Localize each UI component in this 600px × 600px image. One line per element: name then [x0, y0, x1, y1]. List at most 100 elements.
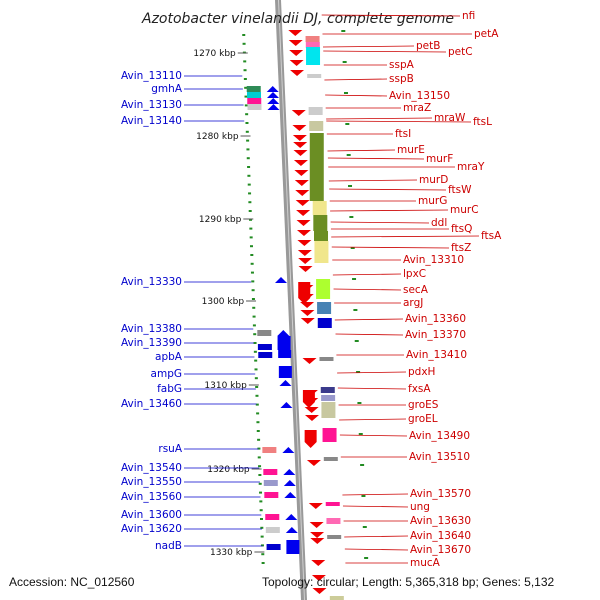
scale-tick	[261, 562, 265, 564]
scale-tick	[257, 447, 261, 450]
reverse-gene-block	[298, 282, 311, 298]
right-gene-label: mucA	[410, 557, 441, 569]
left-gene-label: Avin_13600	[121, 509, 182, 521]
gene-feature-box	[309, 133, 324, 201]
scale-tick	[346, 154, 351, 156]
right-gene-label: fxsA	[408, 383, 431, 395]
scale-tick	[364, 557, 369, 559]
reverse-gene-arrow	[306, 460, 321, 466]
gene-feature-box	[257, 344, 272, 350]
gene-feature-box	[266, 544, 281, 550]
reverse-gene-arrow	[312, 588, 327, 594]
forward-gene-arrow	[285, 514, 298, 520]
scale-tick	[258, 474, 262, 476]
reverse-gene-arrow	[289, 50, 304, 56]
scale-tick	[259, 509, 263, 512]
scale-tick	[246, 139, 250, 142]
gene-feature-box	[309, 121, 324, 131]
reverse-gene-arrow	[311, 575, 326, 581]
left-gene-label: Avin_13540	[121, 462, 182, 474]
reverse-gene-arrow	[311, 560, 326, 566]
scale-tick	[244, 104, 248, 107]
right-gene-label: murD	[419, 174, 448, 186]
right-gene-label: Avin_13360	[405, 313, 466, 325]
forward-gene-arrow	[266, 92, 279, 98]
right-gene-leader	[337, 371, 407, 374]
scale-tick	[258, 482, 262, 485]
right-gene-label: ddl	[431, 217, 447, 229]
scale-tick	[255, 394, 259, 397]
forward-gene-arrow	[283, 480, 296, 486]
right-gene-leader	[339, 434, 408, 437]
right-gene-label: Avin_13630	[410, 515, 471, 527]
right-gene-label: sspA	[389, 59, 415, 71]
reverse-gene-arrow	[308, 503, 323, 509]
reverse-gene-arrow	[289, 60, 304, 66]
scale-tick	[260, 544, 264, 547]
right-gene-label: petC	[448, 46, 473, 58]
left-gene-label: fabG	[157, 383, 182, 395]
right-gene-label: lpxC	[403, 268, 426, 280]
forward-gene-arrow	[284, 492, 297, 498]
reverse-gene-arrow	[288, 30, 303, 36]
scale-tick	[243, 60, 247, 63]
right-gene-leader	[330, 209, 449, 212]
reverse-gene-arrow	[288, 40, 303, 46]
right-gene-label: ftsZ	[451, 242, 471, 254]
scale-tick	[258, 465, 262, 468]
right-gene-leader	[327, 149, 396, 152]
gene-feature-box	[247, 98, 262, 104]
right-gene-label: ftsA	[481, 230, 502, 242]
scale-tick	[353, 309, 358, 311]
right-gene-leader	[326, 120, 472, 123]
scale-tick	[244, 86, 248, 89]
scale-tick	[252, 306, 256, 309]
gene-feature-box	[265, 514, 280, 520]
right-gene-leader	[331, 246, 450, 249]
right-gene-label: ftsL	[473, 116, 492, 128]
scale-tick	[242, 42, 246, 45]
forward-gene-block	[277, 336, 291, 350]
reverse-gene-arrow	[302, 402, 315, 408]
scale-tick	[250, 271, 254, 274]
reverse-gene-arrow	[309, 522, 324, 528]
right-gene-label: Avin_13410	[406, 349, 467, 361]
gene-feature-box	[262, 447, 277, 453]
right-gene-leader	[344, 535, 409, 538]
gene-feature-box	[317, 318, 332, 328]
gene-feature-box	[307, 74, 322, 78]
map-title: Azotobacter vinelandii DJ, complete geno…	[141, 11, 454, 27]
gene-feature-box	[320, 387, 335, 393]
gene-feature-box	[325, 502, 340, 506]
left-gene-label: nadB	[155, 540, 182, 552]
gene-feature-box	[258, 352, 273, 358]
gene-feature-box	[305, 36, 320, 42]
kbp-label: 1300 kbp	[202, 297, 245, 307]
gene-feature-box	[313, 215, 328, 231]
reverse-gene-arrow	[293, 150, 308, 156]
forward-gene-arrow	[277, 330, 290, 336]
left-gene-label: Avin_13330	[121, 276, 182, 288]
gene-feature-box	[322, 428, 337, 442]
scale-tick	[249, 227, 253, 230]
right-gene-leader	[333, 288, 402, 291]
forward-gene-arrow	[275, 277, 288, 283]
gene-feature-box	[247, 104, 262, 110]
reverse-gene-arrow	[304, 407, 319, 413]
right-gene-label: groEL	[408, 413, 438, 425]
gene-feature-box	[319, 357, 334, 361]
scale-tick	[247, 183, 251, 186]
forward-gene-arrow	[267, 98, 280, 104]
gene-feature-box	[308, 107, 323, 115]
reverse-gene-block	[304, 430, 317, 442]
right-gene-leader	[337, 387, 407, 390]
scale-tick	[361, 495, 366, 497]
left-gene-label: Avin_13380	[121, 323, 182, 335]
right-gene-label: argJ	[403, 297, 423, 309]
kbp-label: 1280 kbp	[196, 132, 239, 142]
scale-tick	[247, 174, 251, 177]
gene-feature-box	[306, 47, 321, 65]
scale-tick	[343, 92, 348, 94]
reverse-gene-arrow	[295, 190, 310, 196]
right-gene-label: Avin_13570	[410, 488, 471, 500]
